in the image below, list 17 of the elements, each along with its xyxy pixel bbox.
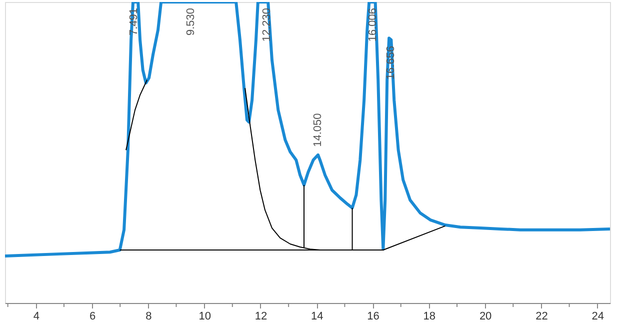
x-tick-label: 20 [479,310,492,322]
x-tick-label: 22 [536,310,548,322]
x-tick-label: 18 [423,310,436,322]
x-tick-label: 10 [198,310,211,322]
annotation: 16.656 [385,46,398,80]
annotation: 12.230 [260,8,273,42]
annotation: 16.006 [366,8,379,42]
x-tick-label: 6 [89,310,96,322]
annotation: 9.530 [185,8,198,36]
annotation: 14.050 [312,113,324,147]
x-tick-label: 4 [33,310,40,322]
x-tick-label: 8 [146,310,152,322]
x-tick-label: 14 [311,310,324,322]
x-tick-label: 12 [254,310,268,322]
x-tick-label: 16 [367,310,380,322]
x-tick-label: 24 [592,310,604,322]
annotation: 7.491 [128,8,140,36]
